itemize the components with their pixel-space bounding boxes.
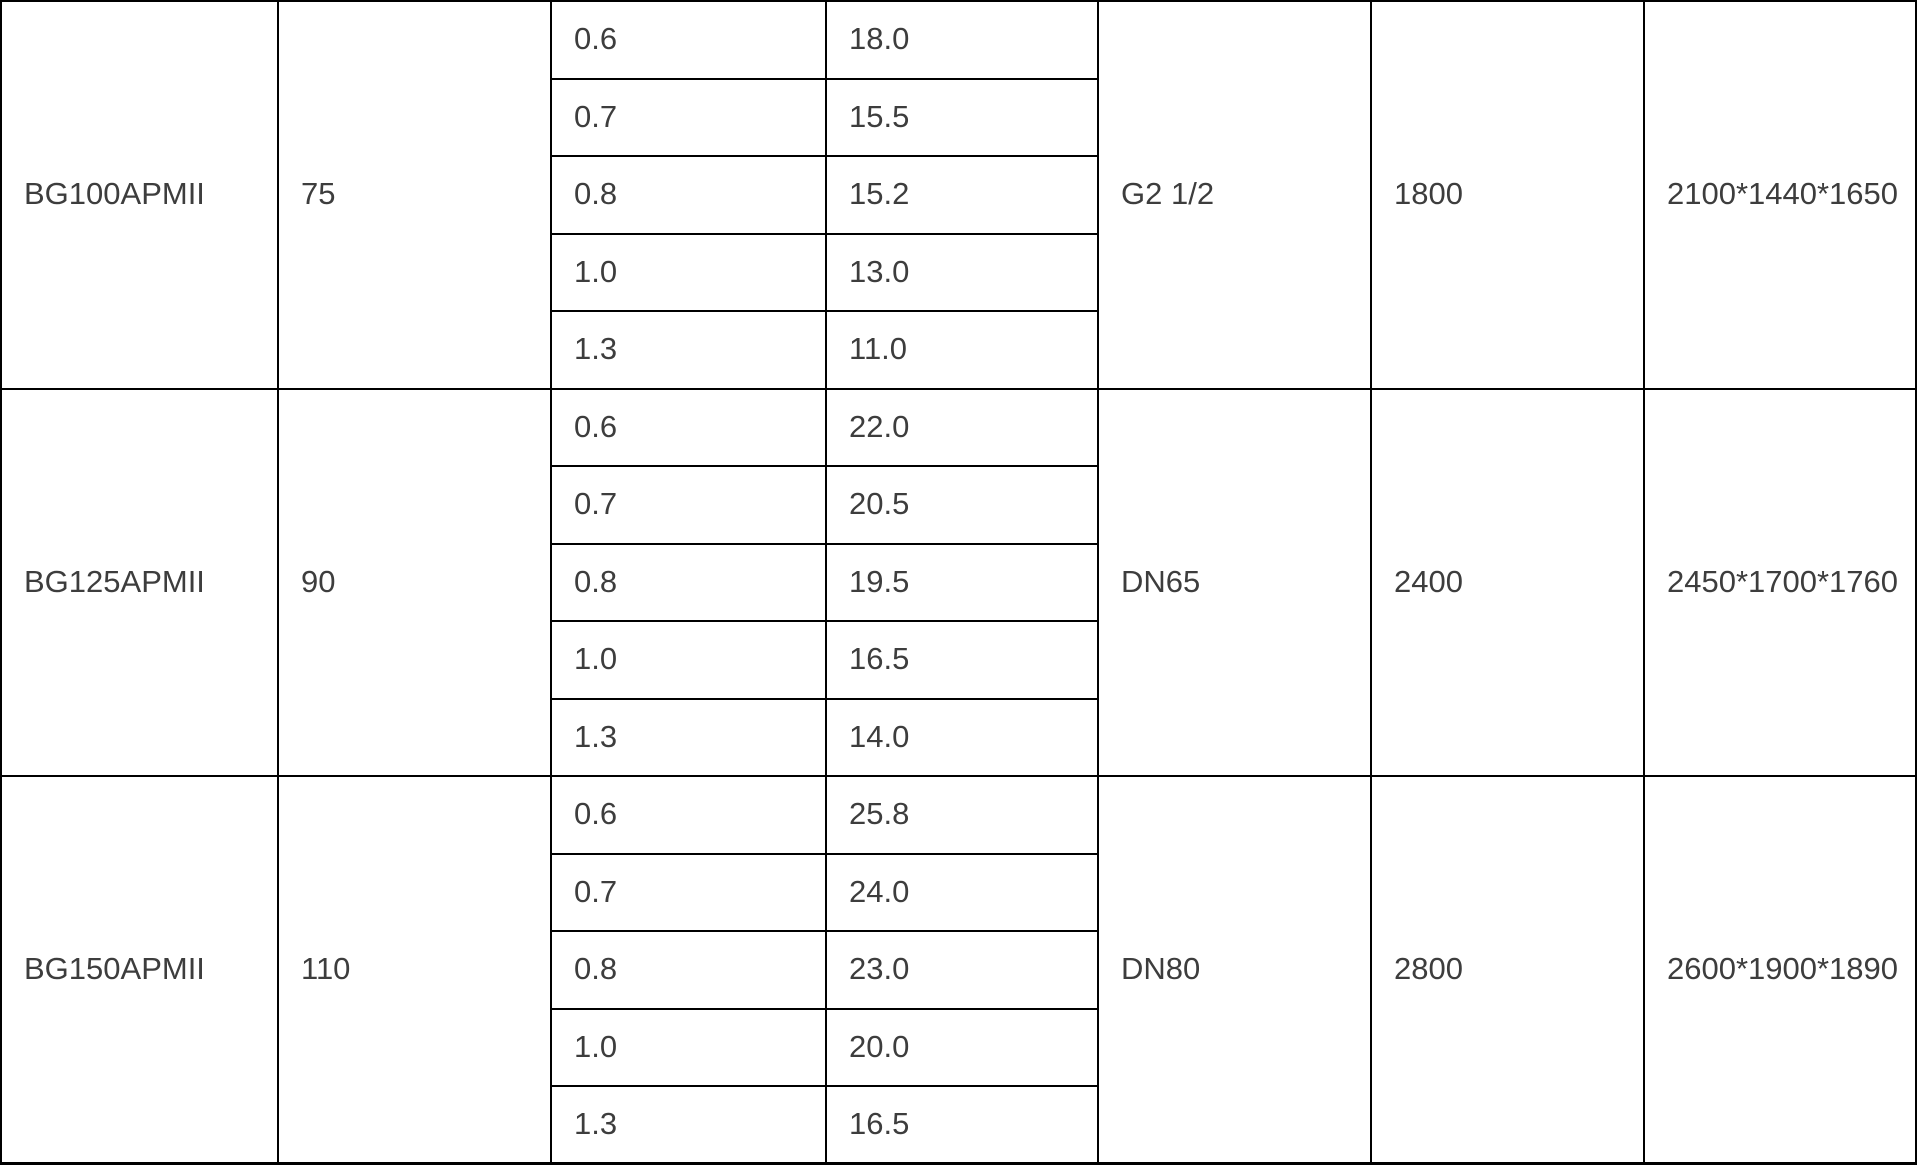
weight-cell: 2800: [1370, 775, 1645, 1165]
pressure-cell: 0.7: [550, 852, 827, 932]
flow-cell: 18.0: [825, 0, 1099, 80]
power-cell: 110: [277, 775, 552, 1165]
table-row: 0.8 19.5: [1, 542, 1916, 622]
connection-cell: DN65: [1097, 387, 1372, 777]
connection-cell: DN80: [1097, 775, 1372, 1165]
power-cell: 90: [277, 387, 552, 777]
flow-cell: 15.5: [825, 77, 1099, 157]
table-row: 0.7 20.5: [1, 465, 1916, 545]
pressure-cell: 1.3: [550, 697, 827, 777]
pressure-cell: 1.3: [550, 310, 827, 390]
flow-cell: 24.0: [825, 852, 1099, 932]
model-cell: BG100APMII: [0, 0, 279, 390]
flow-cell: 15.2: [825, 155, 1099, 235]
pressure-cell: 0.6: [550, 0, 827, 80]
flow-cell: 13.0: [825, 232, 1099, 312]
flow-cell: 23.0: [825, 930, 1099, 1010]
pressure-cell: 1.0: [550, 620, 827, 700]
dimensions-cell: 2100*1440*1650: [1643, 0, 1917, 390]
flow-cell: 22.0: [825, 387, 1099, 467]
table-row: 1.3 11.0: [1, 310, 1916, 390]
table-row: BG150APMII 110 0.6 25.8 DN80 2800 2600*1…: [0, 775, 1917, 1165]
table-row: 1.3 14.0: [1, 697, 1916, 777]
table-row: 0.8 15.2: [1, 155, 1916, 235]
power-cell: 75: [277, 0, 552, 390]
pressure-cell: 0.8: [550, 155, 827, 235]
table-row: 1.0 13.0: [1, 232, 1916, 312]
model-cell: BG150APMII: [0, 775, 279, 1165]
pressure-cell: 1.0: [550, 1007, 827, 1087]
dimensions-cell: 2600*1900*1890: [1643, 775, 1917, 1165]
connection-cell: G2 1/2: [1097, 0, 1372, 390]
flow-cell: 16.5: [825, 620, 1099, 700]
table-row: 0.8 23.0: [1, 930, 1916, 1010]
table-row: BG100APMII 75 0.6 18.0 G2 1/2 1800 2100*…: [0, 0, 1917, 390]
table-row: 1.3 16.5: [1, 1085, 1916, 1165]
pressure-cell: 0.7: [550, 77, 827, 157]
pressure-cell: 1.3: [550, 1085, 827, 1165]
flow-cell: 14.0: [825, 697, 1099, 777]
flow-cell: 11.0: [825, 310, 1099, 390]
flow-cell: 19.5: [825, 542, 1099, 622]
flow-cell: 25.8: [825, 775, 1099, 855]
table-row: BG125APMII 90 0.6 22.0 DN65 2400 2450*17…: [0, 387, 1917, 777]
model-cell: BG125APMII: [0, 387, 279, 777]
pressure-cell: 0.6: [550, 387, 827, 467]
dimensions-cell: 2450*1700*1760: [1643, 387, 1917, 777]
flow-cell: 16.5: [825, 1085, 1099, 1165]
pressure-cell: 1.0: [550, 232, 827, 312]
weight-cell: 1800: [1370, 0, 1645, 390]
table-row: 0.7 24.0: [1, 852, 1916, 932]
table-row: 1.0 16.5: [1, 620, 1916, 700]
table-row: 1.0 20.0: [1, 1007, 1916, 1087]
pressure-cell: 0.8: [550, 542, 827, 622]
flow-cell: 20.0: [825, 1007, 1099, 1087]
weight-cell: 2400: [1370, 387, 1645, 777]
pressure-cell: 0.6: [550, 775, 827, 855]
pressure-cell: 0.7: [550, 465, 827, 545]
table-row: 0.7 15.5: [1, 77, 1916, 157]
pressure-cell: 0.8: [550, 930, 827, 1010]
flow-cell: 20.5: [825, 465, 1099, 545]
